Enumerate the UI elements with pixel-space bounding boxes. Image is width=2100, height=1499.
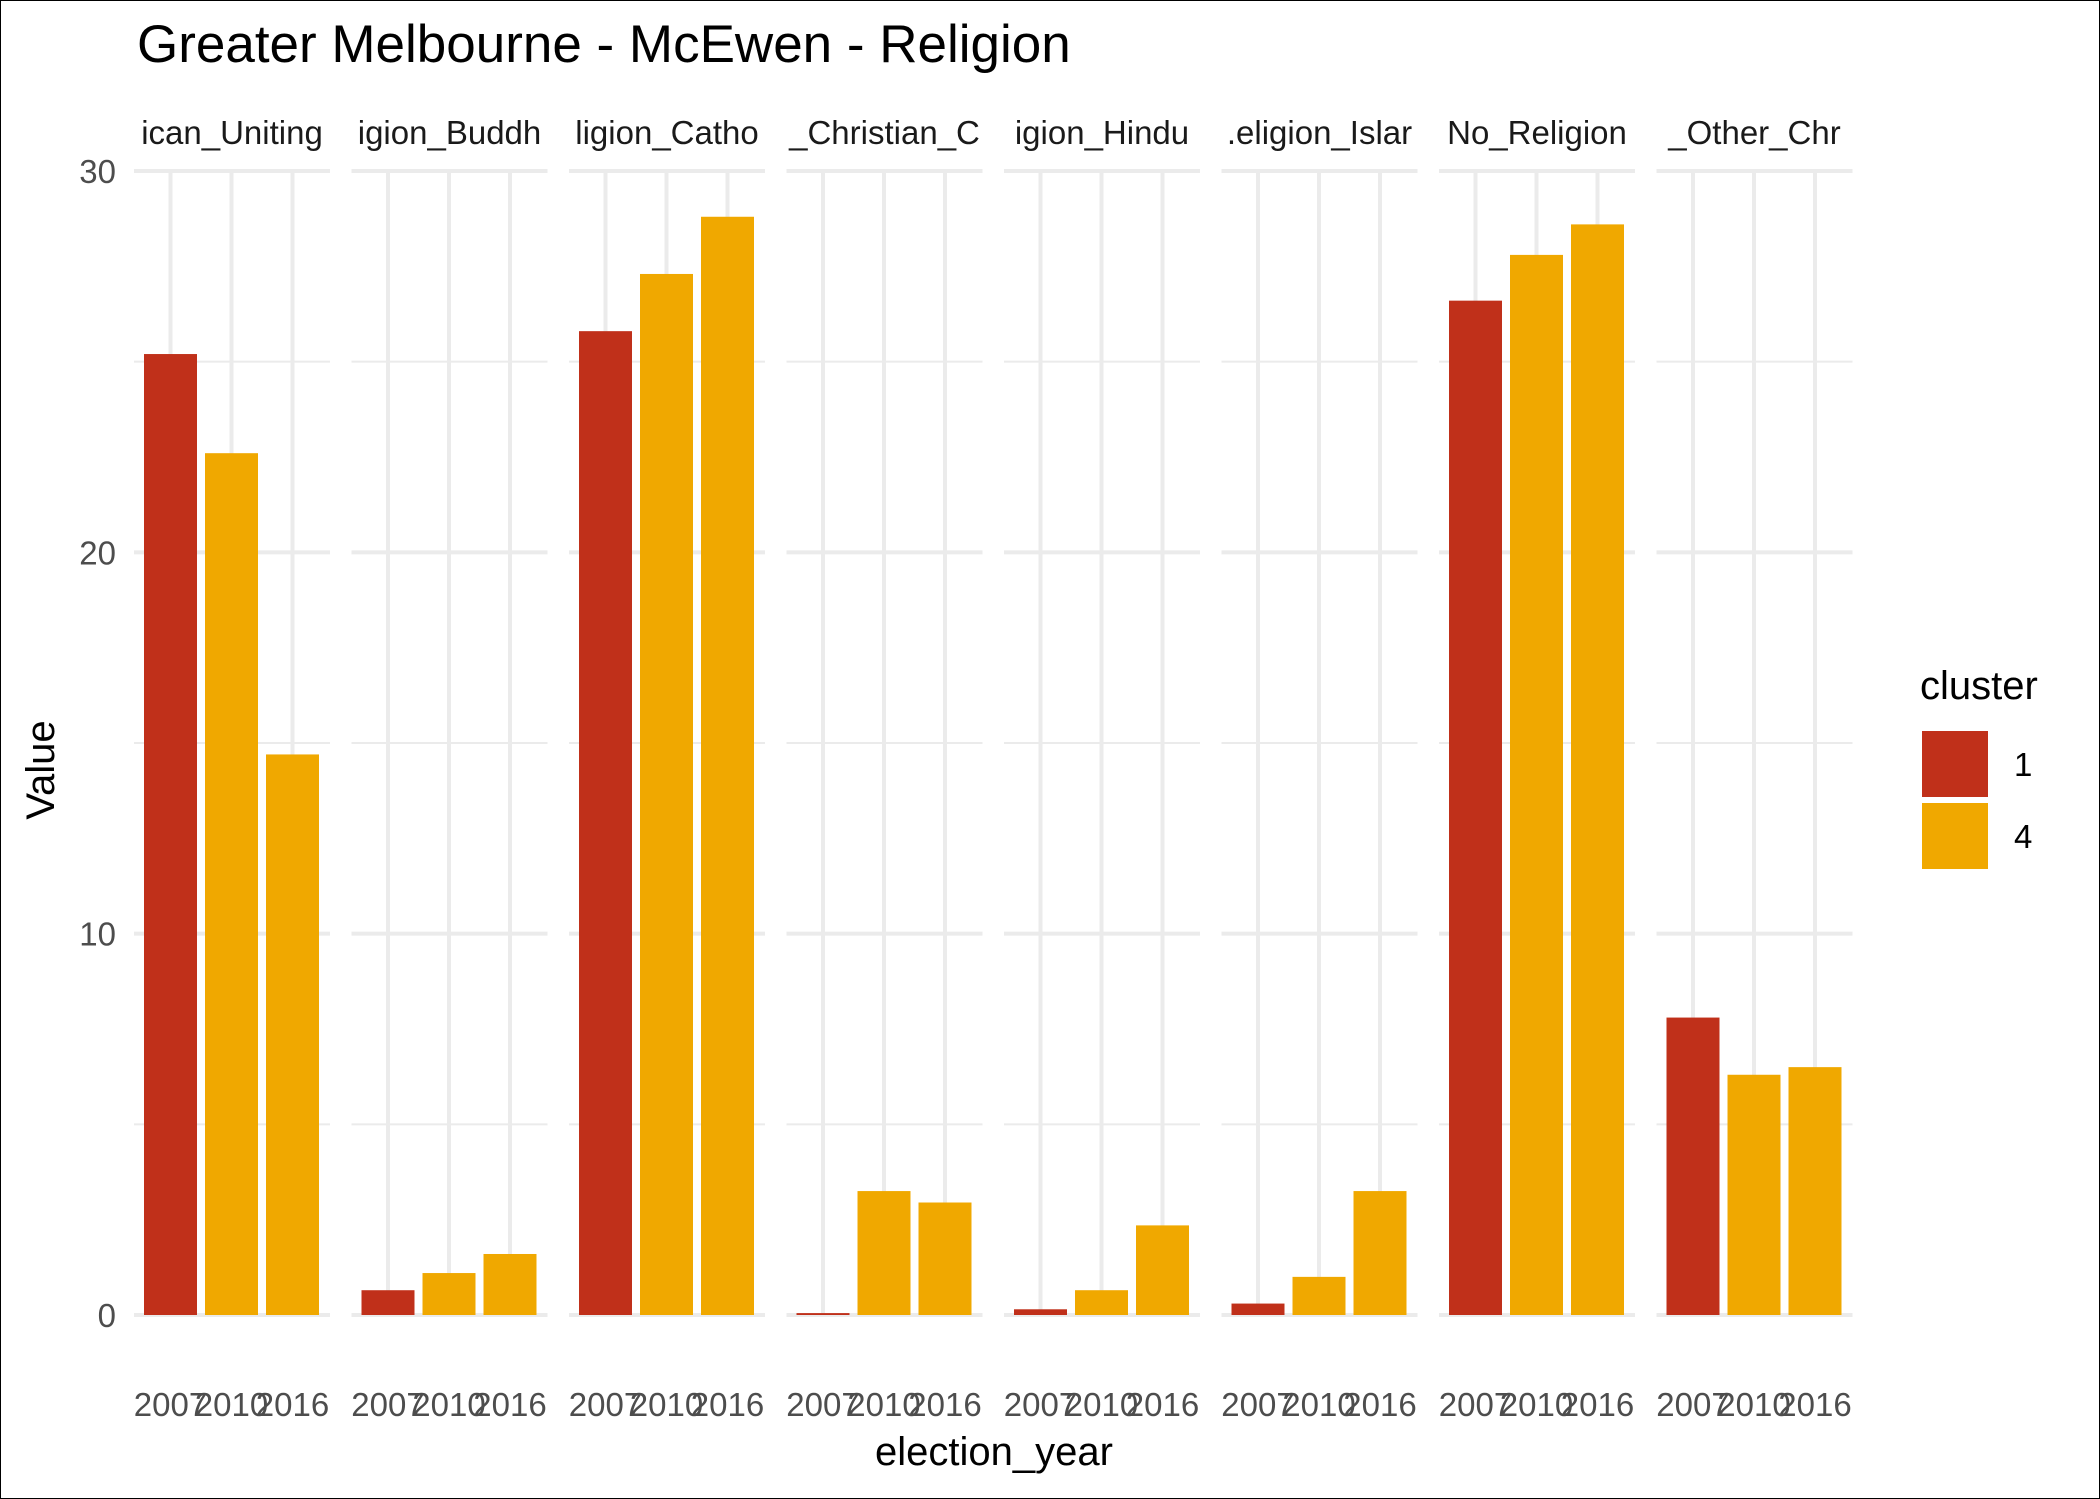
x-tick-label: 2010 bbox=[630, 1386, 703, 1423]
facet-strip-label: No_Religion bbox=[1447, 114, 1627, 151]
x-tick-label: 2007 bbox=[569, 1386, 642, 1423]
bar bbox=[144, 354, 197, 1315]
bar bbox=[1666, 1017, 1720, 1315]
x-tick-label: 2010 bbox=[1500, 1386, 1573, 1423]
bar bbox=[1353, 1191, 1407, 1315]
bar bbox=[1571, 224, 1624, 1315]
x-tick-label: 2016 bbox=[1126, 1386, 1199, 1423]
x-tick-label: 2007 bbox=[134, 1386, 207, 1423]
facet-strip-label: .eligion_Islar bbox=[1227, 114, 1412, 151]
bar bbox=[483, 1253, 537, 1315]
x-tick-label: 2016 bbox=[1561, 1386, 1634, 1423]
bar bbox=[1510, 254, 1563, 1316]
x-tick-label: 2016 bbox=[256, 1386, 329, 1423]
x-tick-label: 2010 bbox=[195, 1386, 268, 1423]
x-tick-label: 2010 bbox=[412, 1386, 485, 1423]
legend-key bbox=[1922, 803, 1988, 869]
bar bbox=[1449, 300, 1502, 1315]
y-axis-ticks: 0 10 20 30 bbox=[79, 153, 116, 1334]
x-tick-label: 2007 bbox=[1221, 1386, 1294, 1423]
legend: cluster 1 4 bbox=[1920, 664, 2038, 869]
facet-strip-label: ligion_Catho bbox=[575, 114, 758, 151]
x-tick-label: 2010 bbox=[1282, 1386, 1355, 1423]
x-tick-label: 2016 bbox=[908, 1386, 981, 1423]
bar bbox=[422, 1273, 476, 1315]
x-tick-label: 2016 bbox=[691, 1386, 764, 1423]
x-tick-label: 2010 bbox=[847, 1386, 920, 1423]
bar bbox=[701, 216, 754, 1315]
bar bbox=[1136, 1225, 1189, 1315]
x-tick-label: 2016 bbox=[1778, 1386, 1851, 1423]
legend-label: 1 bbox=[2014, 746, 2032, 783]
facet-panels: ican_Uniting200720102016igion_Buddh20072… bbox=[134, 114, 1853, 1423]
x-tick-label: 2007 bbox=[1004, 1386, 1077, 1423]
x-tick-label: 2016 bbox=[473, 1386, 546, 1423]
bar bbox=[1014, 1309, 1067, 1315]
facet-strip-label: igion_Hindu bbox=[1015, 114, 1189, 151]
x-axis-title: election_year bbox=[875, 1430, 1113, 1474]
bar bbox=[266, 754, 319, 1315]
x-tick-label: 2007 bbox=[351, 1386, 424, 1423]
legend-label: 4 bbox=[2014, 818, 2032, 855]
bar bbox=[205, 453, 258, 1316]
chart-title: Greater Melbourne - McEwen - Religion bbox=[137, 15, 1071, 74]
bar bbox=[1788, 1067, 1842, 1315]
bar bbox=[857, 1191, 911, 1315]
x-tick-label: 2007 bbox=[1439, 1386, 1512, 1423]
x-tick-label: 2007 bbox=[786, 1386, 859, 1423]
bar bbox=[1292, 1276, 1346, 1315]
facet-strip-label: igion_Buddh bbox=[358, 114, 542, 151]
bar bbox=[361, 1290, 415, 1315]
legend-title: cluster bbox=[1920, 664, 2038, 708]
facet-strip-label: _Christian_C bbox=[788, 114, 980, 151]
bar bbox=[1075, 1290, 1128, 1315]
legend-key bbox=[1922, 731, 1988, 797]
y-tick-label: 0 bbox=[98, 1297, 116, 1334]
y-tick-label: 10 bbox=[79, 916, 116, 953]
bar bbox=[1231, 1303, 1285, 1315]
bar bbox=[579, 331, 632, 1315]
y-tick-label: 20 bbox=[79, 534, 116, 571]
x-tick-label: 2007 bbox=[1656, 1386, 1729, 1423]
bar bbox=[796, 1313, 850, 1315]
facet-strip-label: ican_Uniting bbox=[141, 114, 323, 151]
x-tick-label: 2010 bbox=[1717, 1386, 1790, 1423]
x-tick-label: 2010 bbox=[1065, 1386, 1138, 1423]
bar bbox=[640, 273, 693, 1316]
bar bbox=[918, 1202, 972, 1315]
y-axis-title: Value bbox=[19, 720, 63, 819]
bar bbox=[1727, 1074, 1781, 1315]
y-tick-label: 30 bbox=[79, 153, 116, 190]
facet-strip-label: _Other_Chr bbox=[1667, 114, 1840, 151]
x-tick-label: 2016 bbox=[1343, 1386, 1416, 1423]
